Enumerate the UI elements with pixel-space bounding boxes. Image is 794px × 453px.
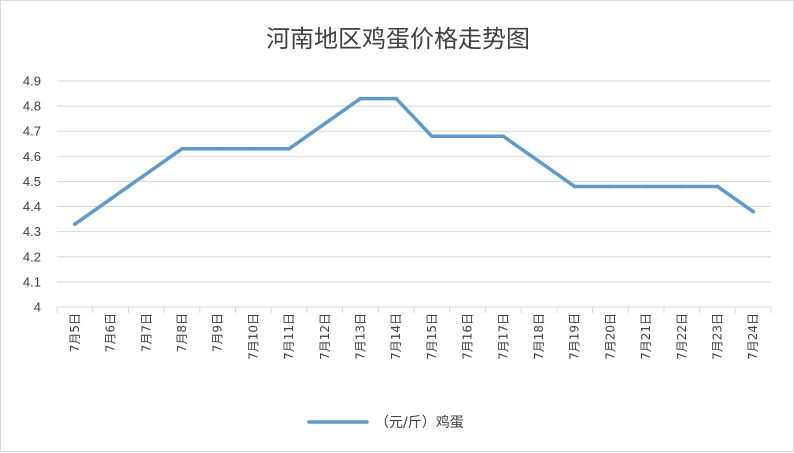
- data-point: [108, 197, 113, 201]
- y-tick-label: 4.5: [23, 174, 41, 189]
- x-tick-label: 7月8日: [175, 313, 189, 352]
- x-tick-label: 7月24日: [746, 313, 760, 360]
- data-point: [215, 147, 220, 151]
- x-tick-label: 7月10日: [246, 313, 260, 360]
- x-tick-label: 7月13日: [353, 313, 367, 360]
- y-tick-label: 4.8: [23, 99, 41, 114]
- grid-lines: [56, 80, 772, 313]
- x-tick-label: 7月19日: [568, 313, 582, 360]
- x-tick-label: 7月11日: [282, 313, 296, 360]
- y-tick-label: 4: [34, 300, 41, 315]
- y-tick-label: 4.4: [23, 199, 41, 214]
- x-tick-label: 7月20日: [603, 313, 617, 360]
- data-point: [73, 222, 77, 226]
- x-tick-label: 7月16日: [461, 313, 475, 360]
- data-point: [501, 134, 506, 139]
- series-layer: [73, 96, 755, 226]
- x-tick-label: 7月14日: [389, 313, 403, 360]
- x-tick-label: 7月12日: [318, 313, 332, 360]
- x-tick-label: 7月15日: [425, 313, 439, 360]
- data-point: [430, 134, 434, 139]
- data-point: [394, 96, 398, 101]
- data-point: [751, 209, 755, 214]
- series-line-egg-price: [73, 96, 755, 226]
- data-point: [644, 184, 648, 189]
- x-tick-label: 7月5日: [68, 313, 82, 352]
- y-tick-label: 4.2: [23, 249, 41, 264]
- data-point: [572, 184, 577, 189]
- x-tick-label: 7月21日: [639, 313, 653, 360]
- data-point: [537, 159, 541, 164]
- x-tick-label: 7月7日: [139, 313, 153, 352]
- data-point: [144, 172, 149, 176]
- x-axis-ticks: 7月5日 7月6日 7月7日 7月8日 7月9日 7月10日 7月11日 7月12日 7月13日…: [68, 313, 760, 360]
- y-tick-label: 4.6: [23, 149, 41, 164]
- legend: （元/斤）鸡蛋: [307, 414, 464, 431]
- x-tick-label: 7月18日: [532, 313, 546, 360]
- data-point: [465, 134, 470, 139]
- legend-label: （元/斤）鸡蛋: [375, 414, 464, 431]
- data-point: [358, 96, 363, 101]
- data-point: [180, 147, 184, 151]
- data-point: [608, 184, 613, 189]
- x-tick-label: 7月6日: [104, 313, 118, 352]
- x-tick-label: 7月9日: [211, 313, 225, 352]
- chart-title: 河南地区鸡蛋价格走势图: [266, 25, 530, 53]
- data-point: [287, 147, 291, 151]
- y-axis-ticks: 4 4.1 4.2 4.3 4.4 4.5 4.6 4.7 4.8 4.9: [23, 74, 41, 315]
- data-point: [322, 121, 327, 126]
- data-point: [715, 184, 720, 189]
- data-point: [251, 147, 256, 151]
- y-tick-label: 4.7: [23, 124, 41, 139]
- data-point: [679, 184, 684, 189]
- x-tick-label: 7月23日: [710, 313, 724, 360]
- y-tick-label: 4.1: [23, 274, 41, 289]
- x-tick-label: 7月17日: [496, 313, 510, 360]
- y-tick-label: 4.3: [23, 224, 41, 239]
- y-tick-label: 4.9: [23, 74, 41, 89]
- x-tick-label: 7月22日: [675, 313, 689, 360]
